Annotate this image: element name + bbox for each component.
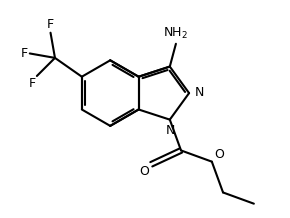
Text: O: O	[214, 148, 224, 161]
Text: O: O	[139, 165, 149, 178]
Text: N: N	[166, 124, 175, 137]
Text: F: F	[29, 77, 36, 90]
Text: NH$_2$: NH$_2$	[164, 26, 188, 41]
Text: N: N	[195, 86, 204, 99]
Text: F: F	[21, 47, 28, 60]
Text: F: F	[47, 18, 54, 31]
